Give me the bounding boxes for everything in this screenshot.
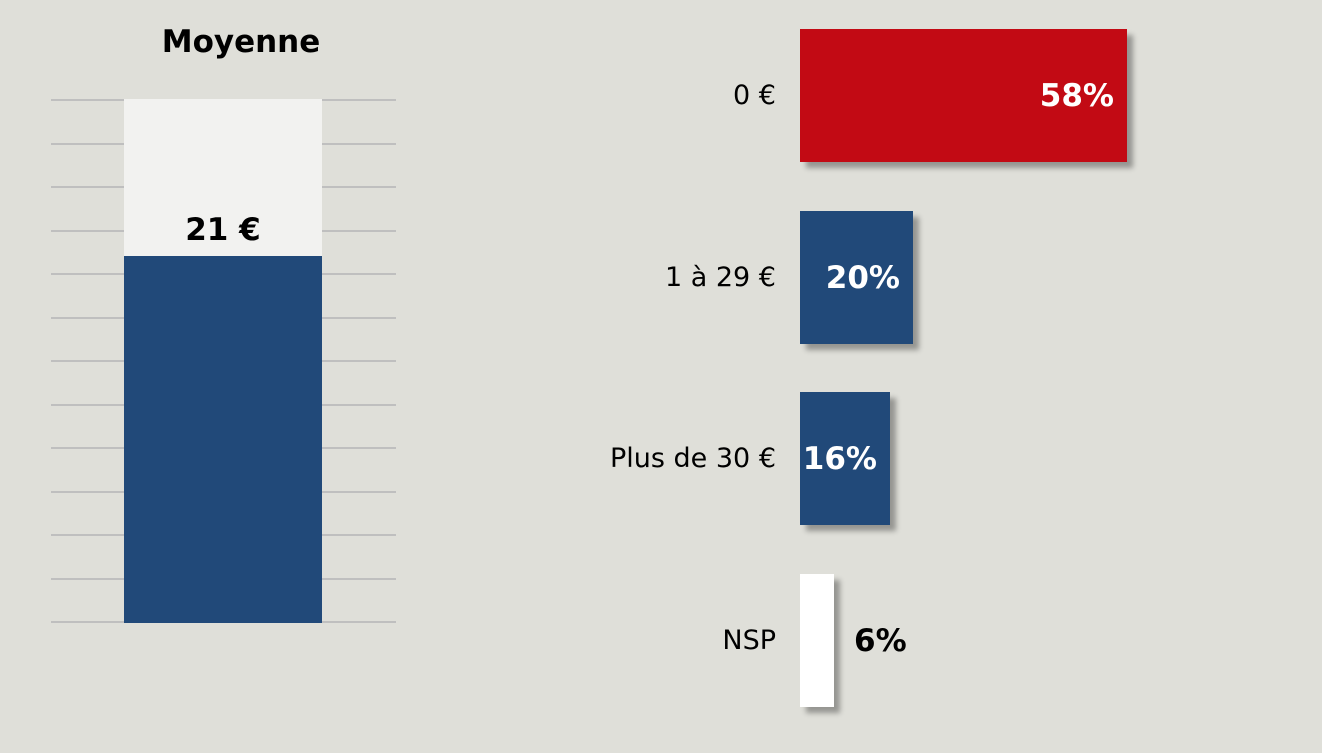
average-plot-area: 21 € <box>51 99 396 623</box>
distribution-bar <box>800 574 834 707</box>
category-label: Plus de 30 € <box>610 443 776 474</box>
distribution-bar: 16% <box>800 392 890 525</box>
category-label: 0 € <box>733 80 776 111</box>
average-bar: 21 € <box>124 99 322 623</box>
value-label: 20% <box>825 259 900 296</box>
value-label: 6% <box>854 622 907 659</box>
average-chart-title: Moyenne <box>161 24 321 60</box>
average-bar-remainder <box>124 99 322 256</box>
category-label: NSP <box>722 625 776 656</box>
distribution-bar: 58% <box>800 29 1127 162</box>
value-label: 16% <box>802 440 877 477</box>
category-label: 1 à 29 € <box>664 262 776 293</box>
distribution-bar: 20% <box>800 211 913 344</box>
average-value-label: 21 € <box>185 212 261 248</box>
average-bar-fill <box>124 256 322 623</box>
value-label: 58% <box>1039 77 1114 114</box>
